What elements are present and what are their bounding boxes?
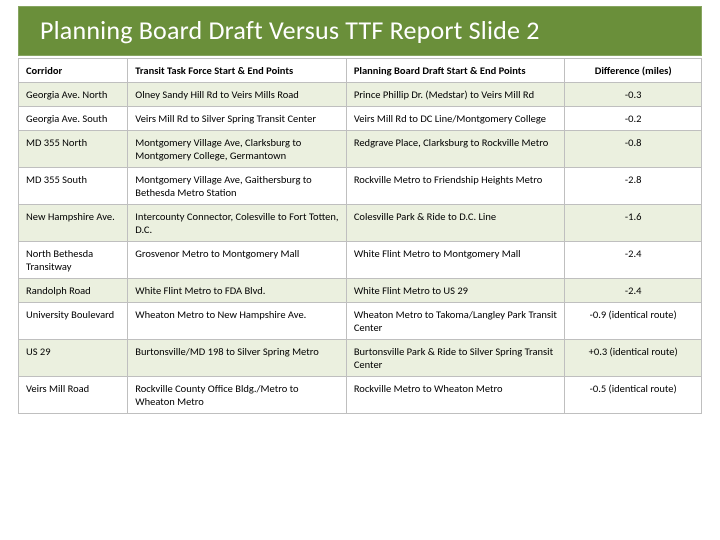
cell-ttf: White Flint Metro to FDA Blvd. xyxy=(128,279,347,303)
cell-ttf: Intercounty Connector, Colesville to For… xyxy=(128,205,347,242)
cell-pbd: Rockville Metro to Wheaton Metro xyxy=(346,377,565,414)
cell-ttf: Wheaton Metro to New Hampshire Ave. xyxy=(128,303,347,340)
cell-pbd: White Flint Metro to Montgomery Mall xyxy=(346,242,565,279)
cell-pbd: Rockville Metro to Friendship Heights Me… xyxy=(346,168,565,205)
cell-pbd: Wheaton Metro to Takoma/Langley Park Tra… xyxy=(346,303,565,340)
cell-difference: -2.4 xyxy=(565,279,702,303)
cell-ttf: Olney Sandy Hill Rd to Veirs Mills Road xyxy=(128,83,347,107)
table-row: MD 355 NorthMontgomery Village Ave, Clar… xyxy=(19,131,702,168)
cell-corridor: Randolph Road xyxy=(19,279,128,303)
cell-difference: -2.4 xyxy=(565,242,702,279)
page-title: Planning Board Draft Versus TTF Report S… xyxy=(40,14,690,46)
cell-ttf: Burtonsville/MD 198 to Silver Spring Met… xyxy=(128,340,347,377)
cell-difference: -0.3 xyxy=(565,83,702,107)
col-ttf: Transit Task Force Start & End Points xyxy=(128,59,347,83)
col-difference: Difference (miles) xyxy=(565,59,702,83)
comparison-table: Corridor Transit Task Force Start & End … xyxy=(18,58,702,414)
table-body: Georgia Ave. NorthOlney Sandy Hill Rd to… xyxy=(19,83,702,414)
cell-difference: +0.3 (identical route) xyxy=(565,340,702,377)
table-row: Randolph RoadWhite Flint Metro to FDA Bl… xyxy=(19,279,702,303)
table-row: Georgia Ave. NorthOlney Sandy Hill Rd to… xyxy=(19,83,702,107)
cell-corridor: Georgia Ave. South xyxy=(19,107,128,131)
cell-corridor: New Hampshire Ave. xyxy=(19,205,128,242)
cell-ttf: Montgomery Village Ave, Clarksburg to Mo… xyxy=(128,131,347,168)
cell-pbd: Colesville Park & Ride to D.C. Line xyxy=(346,205,565,242)
cell-difference: -0.2 xyxy=(565,107,702,131)
table-row: US 29Burtonsville/MD 198 to Silver Sprin… xyxy=(19,340,702,377)
cell-corridor: University Boulevard xyxy=(19,303,128,340)
cell-ttf: Rockville County Office Bldg./Metro to W… xyxy=(128,377,347,414)
cell-corridor: MD 355 North xyxy=(19,131,128,168)
table-row: Georgia Ave. SouthVeirs Mill Rd to Silve… xyxy=(19,107,702,131)
cell-corridor: North Bethesda Transitway xyxy=(19,242,128,279)
cell-difference: -0.5 (identical route) xyxy=(565,377,702,414)
cell-difference: -1.6 xyxy=(565,205,702,242)
cell-corridor: Veirs Mill Road xyxy=(19,377,128,414)
cell-corridor: US 29 xyxy=(19,340,128,377)
cell-pbd: White Flint Metro to US 29 xyxy=(346,279,565,303)
cell-ttf: Montgomery Village Ave, Gaithersburg to … xyxy=(128,168,347,205)
cell-pbd: Burtonsville Park & Ride to Silver Sprin… xyxy=(346,340,565,377)
cell-pbd: Redgrave Place, Clarksburg to Rockville … xyxy=(346,131,565,168)
header-row: Corridor Transit Task Force Start & End … xyxy=(19,59,702,83)
col-pbd: Planning Board Draft Start & End Points xyxy=(346,59,565,83)
cell-corridor: MD 355 South xyxy=(19,168,128,205)
table-row: MD 355 SouthMontgomery Village Ave, Gait… xyxy=(19,168,702,205)
cell-difference: -0.9 (identical route) xyxy=(565,303,702,340)
table-row: Veirs Mill RoadRockville County Office B… xyxy=(19,377,702,414)
table-row: New Hampshire Ave.Intercounty Connector,… xyxy=(19,205,702,242)
cell-ttf: Veirs Mill Rd to Silver Spring Transit C… xyxy=(128,107,347,131)
table-row: University BoulevardWheaton Metro to New… xyxy=(19,303,702,340)
cell-ttf: Grosvenor Metro to Montgomery Mall xyxy=(128,242,347,279)
cell-pbd: Veirs Mill Rd to DC Line/Montgomery Coll… xyxy=(346,107,565,131)
table-container: Corridor Transit Task Force Start & End … xyxy=(0,58,720,540)
cell-corridor: Georgia Ave. North xyxy=(19,83,128,107)
title-bar: Planning Board Draft Versus TTF Report S… xyxy=(18,6,702,56)
cell-pbd: Prince Phillip Dr. (Medstar) to Veirs Mi… xyxy=(346,83,565,107)
slide: Planning Board Draft Versus TTF Report S… xyxy=(0,0,720,540)
cell-difference: -2.8 xyxy=(565,168,702,205)
table-row: North Bethesda TransitwayGrosvenor Metro… xyxy=(19,242,702,279)
cell-difference: -0.8 xyxy=(565,131,702,168)
col-corridor: Corridor xyxy=(19,59,128,83)
